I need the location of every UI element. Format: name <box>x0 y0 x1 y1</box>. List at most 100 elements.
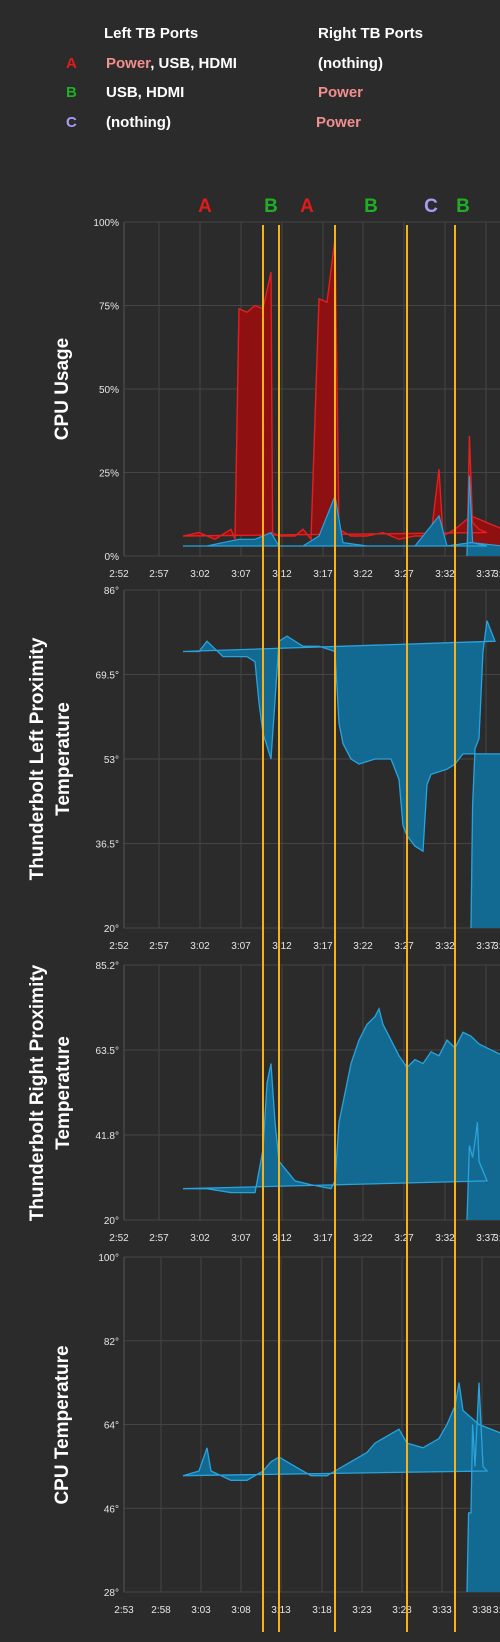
plot-area <box>182 620 500 928</box>
x-tick-label: 2:52 <box>109 941 129 952</box>
x-tick-label: 2:52 <box>109 1233 129 1244</box>
y-tick-label: 75% <box>99 302 119 313</box>
legend-letter-a: A <box>66 55 77 72</box>
legend-b-right: Power <box>318 84 364 101</box>
x-tick-label: 3:08 <box>231 1605 251 1616</box>
chart-title: CPU Usage <box>52 338 73 440</box>
x-tick-label: 3:37 <box>476 569 496 580</box>
chart-title-line-1: Thunderbolt Left Proximity <box>27 637 48 880</box>
y-tick-label: 69.5° <box>96 671 119 682</box>
legend-letter-b: B <box>66 84 77 101</box>
x-tick-label: 3:38 <box>472 1605 492 1616</box>
y-tick-label: 25% <box>99 469 119 480</box>
chart-panel-1: 0% 25% 50% 75% 100% 2:52 2:57 3:02 3:07 3:12 3:17 3… <box>52 218 500 580</box>
x-tick-label: 3:32 <box>435 1233 455 1244</box>
series-area <box>183 620 500 928</box>
x-tick-label: 3:12 <box>272 1233 292 1244</box>
x-tick-label: 2:52 <box>109 569 129 580</box>
segment-label-b: B <box>456 196 470 217</box>
x-tick-label: 3:33 <box>432 1605 452 1616</box>
x-tick-label: 3:23 <box>352 1605 372 1616</box>
chart-title-line-2: Temperature <box>53 1036 74 1150</box>
y-tick-label: 46° <box>104 1504 119 1515</box>
y-tick-label: 50% <box>99 385 119 396</box>
segment-label-a: A <box>198 196 212 217</box>
x-tick-label: 3:07 <box>231 941 251 952</box>
x-tick-label: 3:17 <box>313 1233 333 1244</box>
x-tick-label: 3:02 <box>190 941 210 952</box>
x-tick-label: 3:02 <box>190 1233 210 1244</box>
x-tick-label: 3:22 <box>353 1233 373 1244</box>
x-tick-label: 2:57 <box>149 941 169 952</box>
legend-right-header: Right TB Ports <box>318 25 423 42</box>
chart-title-line-1: Thunderbolt Right Proximity <box>27 964 48 1221</box>
series-line <box>182 620 500 928</box>
x-tick-label: 3:17 <box>313 941 333 952</box>
series-line <box>182 1006 500 1220</box>
y-tick-label: 82° <box>104 1337 119 1348</box>
x-tick-label: 3:13 <box>271 1605 291 1616</box>
x-tick-label: 3:22 <box>353 569 373 580</box>
chart-panel-4: 28° 46° 64° 82° 100° 2:53 2:58 3:03 3:08 3:13 3:18… <box>52 1253 500 1616</box>
chart-title-line-2: Temperature <box>53 702 74 816</box>
x-tick-label: 3:32 <box>435 941 455 952</box>
legend-left-header: Left TB Ports <box>104 25 199 42</box>
x-tick-label: 3:32 <box>435 569 455 580</box>
y-tick-label: 86° <box>104 586 119 597</box>
x-tick-label: 3:4 <box>493 1605 500 1616</box>
legend-a-left-power: Power <box>106 55 151 72</box>
y-tick-label: 20° <box>104 1216 119 1227</box>
x-tick-label: 2:57 <box>149 1233 169 1244</box>
x-tick-label: 3:27 <box>394 1233 414 1244</box>
x-tick-label: 2:58 <box>151 1605 171 1616</box>
x-tick-label: 3:4 <box>493 1233 500 1244</box>
y-tick-label: 100° <box>98 1253 119 1264</box>
x-tick-label: 3:02 <box>190 569 210 580</box>
y-tick-label: 63.5° <box>96 1046 119 1057</box>
port-legend: Left TB Ports Right TB Ports A Power, US… <box>0 0 500 150</box>
y-tick-label: 20° <box>104 924 119 935</box>
chart-title: CPU Temperature <box>52 1345 73 1504</box>
segment-label-b: B <box>364 196 378 217</box>
series-user-area <box>183 475 500 556</box>
y-tick-label: 36.5° <box>96 840 119 851</box>
series-total-area <box>183 238 500 556</box>
plot-area <box>182 1382 500 1592</box>
legend-a-left: Power, USB, HDMI <box>106 55 237 72</box>
y-tick-label: 28° <box>104 1588 119 1599</box>
plot-area <box>182 238 500 556</box>
x-tick-label: 3:4 <box>493 569 500 580</box>
y-tick-label: 64° <box>104 1421 119 1432</box>
y-tick-label: 53° <box>104 755 119 766</box>
x-tick-label: 3:22 <box>353 941 373 952</box>
x-tick-label: 3:37 <box>476 1233 496 1244</box>
series-total-line <box>182 238 500 556</box>
x-tick-label: 3:17 <box>313 569 333 580</box>
x-tick-label: 3:03 <box>191 1605 211 1616</box>
segment-label-a: A <box>300 196 314 217</box>
phase-markers <box>262 225 456 1632</box>
series-area <box>183 1382 500 1592</box>
legend-b-left: USB, HDMI <box>106 84 185 101</box>
plot-area <box>182 1006 500 1220</box>
legend-letter-c: C <box>66 114 77 131</box>
legend-a-right: (nothing) <box>318 55 383 72</box>
legend-a-left-rest: , USB, HDMI <box>150 55 237 72</box>
x-tick-label: 3:18 <box>312 1605 332 1616</box>
x-tick-label: 2:53 <box>114 1605 134 1616</box>
x-tick-label: 3:37 <box>476 941 496 952</box>
x-tick-label: 3:4 <box>493 941 500 952</box>
y-tick-label: 41.8° <box>96 1131 119 1142</box>
y-tick-label: 100% <box>93 218 119 229</box>
segment-label-b: B <box>264 196 278 217</box>
x-tick-label: 2:57 <box>149 569 169 580</box>
y-tick-label: 0% <box>105 552 120 563</box>
series-user-line <box>183 475 500 556</box>
legend-c-left: (nothing) <box>106 114 171 131</box>
x-tick-label: 3:27 <box>394 569 414 580</box>
segment-label-c: C <box>424 196 438 217</box>
x-tick-label: 3:27 <box>394 941 414 952</box>
x-tick-label: 3:12 <box>272 941 292 952</box>
